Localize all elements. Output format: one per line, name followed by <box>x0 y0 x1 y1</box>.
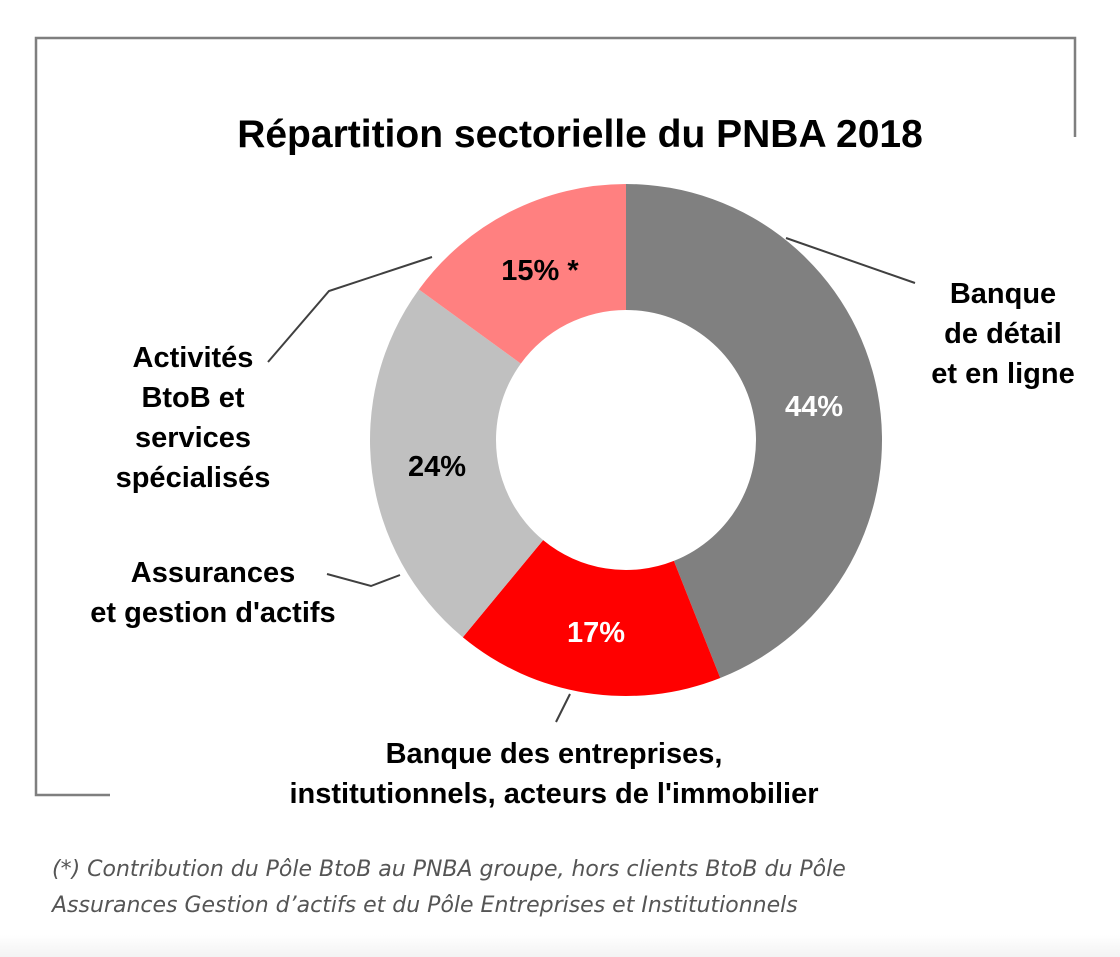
donut-slice-3 <box>370 289 544 638</box>
category-labels: Banque de détail et en ligne Banque des ent… <box>90 278 1074 810</box>
category-label-line: Assurances <box>131 557 295 589</box>
leader-lines <box>267 237 916 723</box>
category-label-line: BtoB et <box>141 382 244 414</box>
donut-slices <box>370 184 882 697</box>
value-label-3: 24% <box>408 451 466 483</box>
category-label-line: services <box>135 422 251 454</box>
category-label-line: Banque <box>950 278 1056 310</box>
category-label-line: et gestion d'actifs <box>90 597 335 629</box>
value-label-4: 15% * <box>501 255 579 287</box>
value-label-1: 44% <box>785 391 843 423</box>
category-label-3: Assurances et gestion d'actifs <box>90 557 335 629</box>
chart-title: Répartition sectorielle du PNBA 2018 <box>237 113 923 156</box>
leader-line-3 <box>326 573 401 588</box>
category-label-4: Activités BtoB et services spécialisés <box>116 342 271 494</box>
leader-line-4 <box>267 256 433 363</box>
category-label-line: Activités <box>133 342 254 374</box>
leader-line-2 <box>555 693 571 723</box>
category-label-line: de détail <box>944 318 1062 350</box>
category-label-2: Banque des entreprises, institutionnels, … <box>290 738 819 810</box>
footnote-line-2: Assurances Gestion d’actifs et du Pôle E… <box>50 893 798 918</box>
category-label-line: et en ligne <box>931 358 1074 390</box>
category-label-line: spécialisés <box>116 462 271 494</box>
chart-frame <box>34 36 1077 797</box>
category-label-line: Banque des entreprises, <box>386 738 723 770</box>
bottom-shade <box>0 935 1120 957</box>
category-label-1: Banque de détail et en ligne <box>931 278 1074 390</box>
footnote-line-1: (*) Contribution du Pôle BtoB au PNBA gr… <box>52 857 846 882</box>
donut-slice-1 <box>626 184 882 679</box>
value-labels: 44% 17% 24% 15% * <box>408 255 843 649</box>
donut-slice-2 <box>462 540 721 697</box>
value-label-2: 17% <box>567 617 625 649</box>
category-label-line: institutionnels, acteurs de l'immobilier <box>290 778 819 810</box>
leader-line-1 <box>785 237 916 284</box>
donut-slice-4 <box>418 184 626 364</box>
